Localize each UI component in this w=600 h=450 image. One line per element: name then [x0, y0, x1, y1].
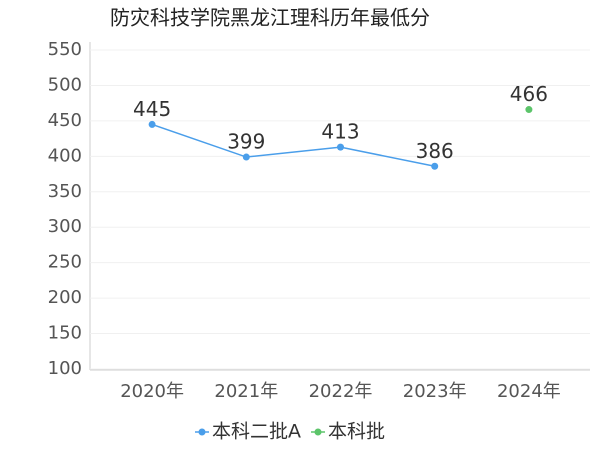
- y-tick-label: 150: [48, 323, 82, 344]
- chart-title: 防灾科技学院黑龙江理科历年最低分: [110, 6, 430, 30]
- data-point: [431, 162, 439, 170]
- y-tick-label: 550: [48, 39, 82, 60]
- y-tick-label: 500: [48, 74, 82, 95]
- data-label: 386: [416, 139, 454, 163]
- legend-marker: [198, 428, 206, 436]
- legend-label: 本科批: [328, 421, 385, 443]
- legend: 本科二批A 本科批: [195, 421, 385, 443]
- data-label: 413: [321, 120, 359, 144]
- legend-label: 本科二批A: [212, 421, 301, 443]
- legend-marker: [314, 428, 322, 436]
- data-label: 399: [227, 130, 265, 154]
- y-tick-label: 350: [48, 181, 82, 202]
- y-tick-label: 100: [48, 358, 82, 379]
- y-tick-label: 200: [48, 287, 82, 308]
- data-label: 466: [510, 82, 548, 106]
- y-tick-label: 250: [48, 252, 82, 273]
- x-tick-label: 2020年: [120, 381, 184, 402]
- x-tick-label: 2021年: [214, 381, 278, 402]
- x-tick-label: 2023年: [403, 381, 467, 402]
- data-point: [148, 120, 156, 128]
- series-line: [151, 123, 435, 167]
- y-tick-label: 300: [48, 216, 82, 237]
- data-label: 445: [133, 97, 171, 121]
- data-point: [242, 153, 250, 161]
- x-tick-label: 2022年: [309, 381, 373, 402]
- data-point: [337, 143, 344, 151]
- data-point: [525, 106, 533, 114]
- y-tick-label: 450: [48, 110, 82, 131]
- y-tick-label: 400: [48, 145, 82, 166]
- x-tick-label: 2024年: [497, 381, 561, 402]
